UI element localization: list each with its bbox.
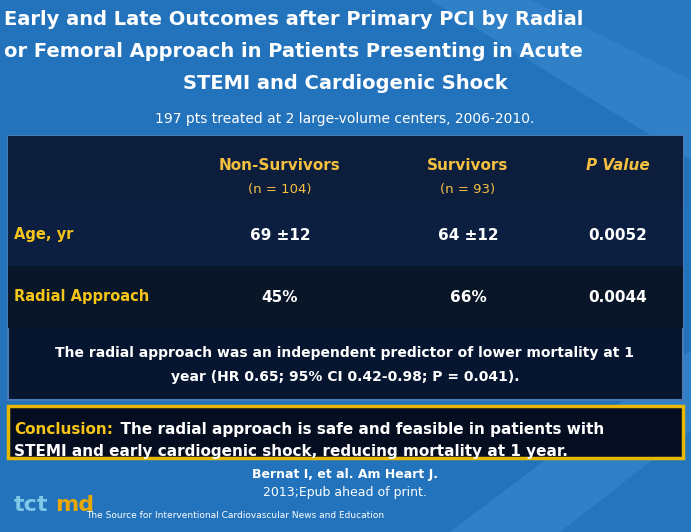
Text: 45%: 45% xyxy=(262,289,299,304)
Text: The radial approach is safe and feasible in patients with: The radial approach is safe and feasible… xyxy=(110,422,604,437)
Text: (n = 104): (n = 104) xyxy=(248,182,312,195)
Text: or Femoral Approach in Patients Presenting in Acute: or Femoral Approach in Patients Presenti… xyxy=(4,42,583,61)
FancyBboxPatch shape xyxy=(8,266,683,328)
Text: year (HR 0.65; 95% CI 0.42-0.98; P = 0.041).: year (HR 0.65; 95% CI 0.42-0.98; P = 0.0… xyxy=(171,370,519,384)
Text: 2013;Epub ahead of print.: 2013;Epub ahead of print. xyxy=(263,486,427,499)
Polygon shape xyxy=(530,0,691,80)
Text: Survivors: Survivors xyxy=(427,159,509,173)
FancyBboxPatch shape xyxy=(8,204,683,266)
Text: 64 ±12: 64 ±12 xyxy=(437,228,498,243)
Text: 0.0044: 0.0044 xyxy=(589,289,647,304)
Text: Conclusion:: Conclusion: xyxy=(14,422,113,437)
Text: 69 ±12: 69 ±12 xyxy=(249,228,310,243)
Polygon shape xyxy=(430,0,691,160)
Text: md: md xyxy=(55,495,94,515)
Text: P Value: P Value xyxy=(586,159,650,173)
FancyBboxPatch shape xyxy=(8,406,683,458)
Text: The radial approach was an independent predictor of lower mortality at 1: The radial approach was an independent p… xyxy=(55,346,634,360)
FancyBboxPatch shape xyxy=(8,136,683,204)
Text: 0.0052: 0.0052 xyxy=(589,228,647,243)
Text: STEMI and Cardiogenic Shock: STEMI and Cardiogenic Shock xyxy=(182,74,507,93)
Text: 197 pts treated at 2 large-volume centers, 2006-2010.: 197 pts treated at 2 large-volume center… xyxy=(155,112,535,126)
Polygon shape xyxy=(450,350,691,532)
Text: Bernat I, et al. Am Heart J.: Bernat I, et al. Am Heart J. xyxy=(252,468,438,481)
Text: Non-Survivors: Non-Survivors xyxy=(219,159,341,173)
Polygon shape xyxy=(560,430,691,532)
Text: STEMI and early cardiogenic shock, reducing mortality at 1 year.: STEMI and early cardiogenic shock, reduc… xyxy=(14,444,568,459)
Text: Radial Approach: Radial Approach xyxy=(14,289,149,304)
FancyBboxPatch shape xyxy=(8,136,683,400)
Text: tct: tct xyxy=(14,495,48,515)
Text: Early and Late Outcomes after Primary PCI by Radial: Early and Late Outcomes after Primary PC… xyxy=(4,10,583,29)
Text: Age, yr: Age, yr xyxy=(14,228,73,243)
Text: (n = 93): (n = 93) xyxy=(440,182,495,195)
Text: The Source for Interventional Cardiovascular News and Education: The Source for Interventional Cardiovasc… xyxy=(86,511,384,520)
Text: 66%: 66% xyxy=(450,289,486,304)
